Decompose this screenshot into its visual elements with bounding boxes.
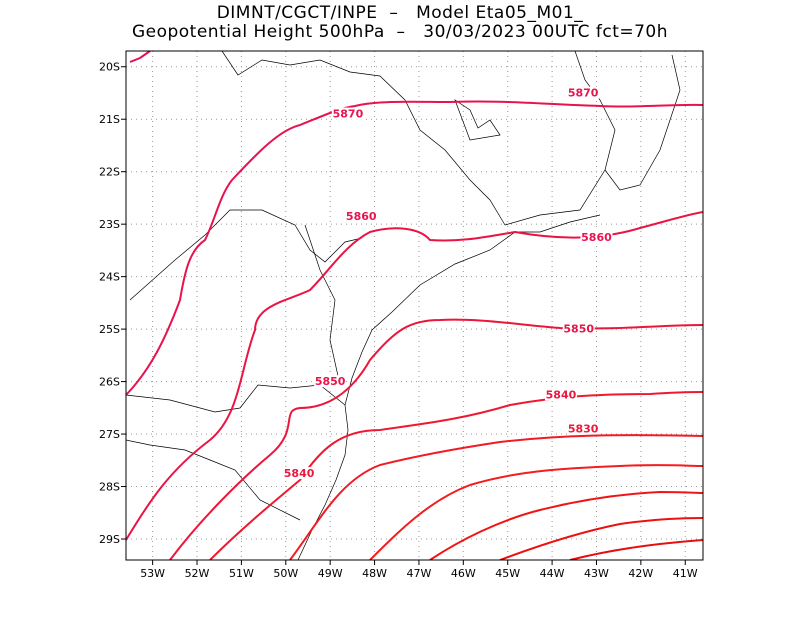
contour-label: 5850: [315, 375, 346, 388]
y-tick-label: 22S: [99, 166, 120, 179]
contour-line: [569, 539, 703, 560]
contour-label: 5840: [284, 467, 315, 480]
y-tick-label: 20S: [99, 61, 120, 74]
x-tick-label: 41W: [673, 567, 698, 580]
y-tick-label: 25S: [99, 323, 120, 336]
x-tick-label: 49W: [318, 567, 343, 580]
contour-label-bg: [345, 209, 378, 222]
contour-line: [289, 434, 703, 560]
title-line-1: DIMNT/CGCT/INPE – Model Eta05_M01_: [216, 3, 584, 23]
y-tick-label: 29S: [99, 533, 120, 546]
contour-line: [209, 391, 703, 560]
x-tick-label: 42W: [628, 567, 653, 580]
state-boundaries: [126, 51, 681, 560]
y-tick-label: 28S: [99, 481, 120, 494]
x-tick-label: 50W: [273, 567, 298, 580]
y-tick-label: 27S: [99, 428, 120, 441]
contour-label: 5860: [581, 231, 612, 244]
x-tick-label: 53W: [140, 567, 165, 580]
y-tick-label: 26S: [99, 376, 120, 389]
state-border-4: [304, 224, 341, 386]
contour-labels: 5870 5870 5860 5860 5850 5850 5840 5840 5830: [283, 86, 613, 480]
title-line-2: Geopotential Height 500hPa – 30/03/2023 …: [131, 22, 669, 42]
contour-label: 5850: [563, 323, 594, 336]
contour-line: [126, 100, 703, 396]
y-tick-label: 23S: [99, 218, 120, 231]
contour-line: [129, 51, 151, 63]
contour-label: 5870: [333, 108, 364, 121]
x-tick-label: 47W: [407, 567, 432, 580]
contour-label-bg: [331, 107, 364, 120]
state-border-7: [504, 169, 606, 226]
contour-line: [499, 517, 703, 560]
x-tick-label: 52W: [185, 567, 210, 580]
map-title: DIMNT/CGCT/INPE – Model Eta05_M01_ Geopo…: [0, 4, 800, 42]
contour-label-bg: [544, 388, 577, 401]
contour-line: [169, 318, 703, 560]
graticule-grid: [126, 51, 703, 560]
contour-label-bg: [567, 422, 600, 435]
contour-label-bg: [283, 467, 316, 480]
x-tick-label: 44W: [540, 567, 565, 580]
x-tick-label: 51W: [229, 567, 254, 580]
state-border-2: [126, 439, 301, 521]
contour-label-bg: [580, 230, 613, 243]
contour-label: 5860: [346, 210, 377, 223]
coastline: [344, 214, 601, 406]
plot-frame: [125, 50, 704, 561]
contour-label-bg: [567, 86, 600, 99]
contour-label-bg: [562, 322, 595, 335]
y-tick-label: 21S: [99, 113, 120, 126]
contour-label: 5870: [568, 87, 599, 100]
x-tick-label: 43W: [584, 567, 609, 580]
contour-label: 5830: [568, 422, 599, 435]
reservoir: [454, 99, 501, 141]
contour-line: [126, 211, 703, 541]
state-border-5: [221, 51, 506, 226]
x-tick-label: 46W: [451, 567, 476, 580]
height-contours: [126, 51, 703, 560]
contour-line: [429, 490, 703, 560]
axis-ticks: 53W 52W 51W 50W 49W 48W 47W 46W 45W 44W 43W 42W 41W 2…: [99, 61, 698, 580]
contour-label: 5840: [546, 388, 577, 401]
y-tick-label: 24S: [99, 271, 120, 284]
state-border-3: [129, 209, 363, 301]
x-tick-label: 45W: [495, 567, 520, 580]
contour-line: [369, 464, 703, 560]
state-border-6: [574, 51, 681, 191]
contour-label-bg: [314, 375, 347, 388]
x-tick-label: 48W: [362, 567, 387, 580]
